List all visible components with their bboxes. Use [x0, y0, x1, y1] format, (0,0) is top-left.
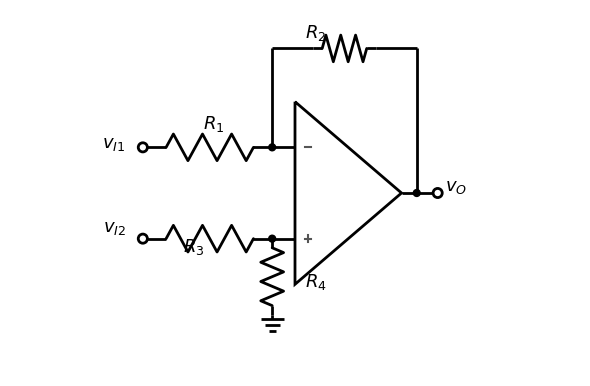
Text: $v_{I2}$: $v_{I2}$ — [103, 219, 126, 237]
Circle shape — [269, 144, 276, 151]
Text: $v_{I1}$: $v_{I1}$ — [103, 135, 126, 153]
Text: $R_3$: $R_3$ — [183, 237, 205, 257]
Text: $R_2$: $R_2$ — [305, 23, 326, 43]
Text: $R_1$: $R_1$ — [202, 114, 224, 134]
Circle shape — [414, 190, 420, 196]
Text: $v_O$: $v_O$ — [445, 178, 467, 196]
Circle shape — [269, 235, 276, 242]
Text: $R_4$: $R_4$ — [304, 273, 326, 293]
